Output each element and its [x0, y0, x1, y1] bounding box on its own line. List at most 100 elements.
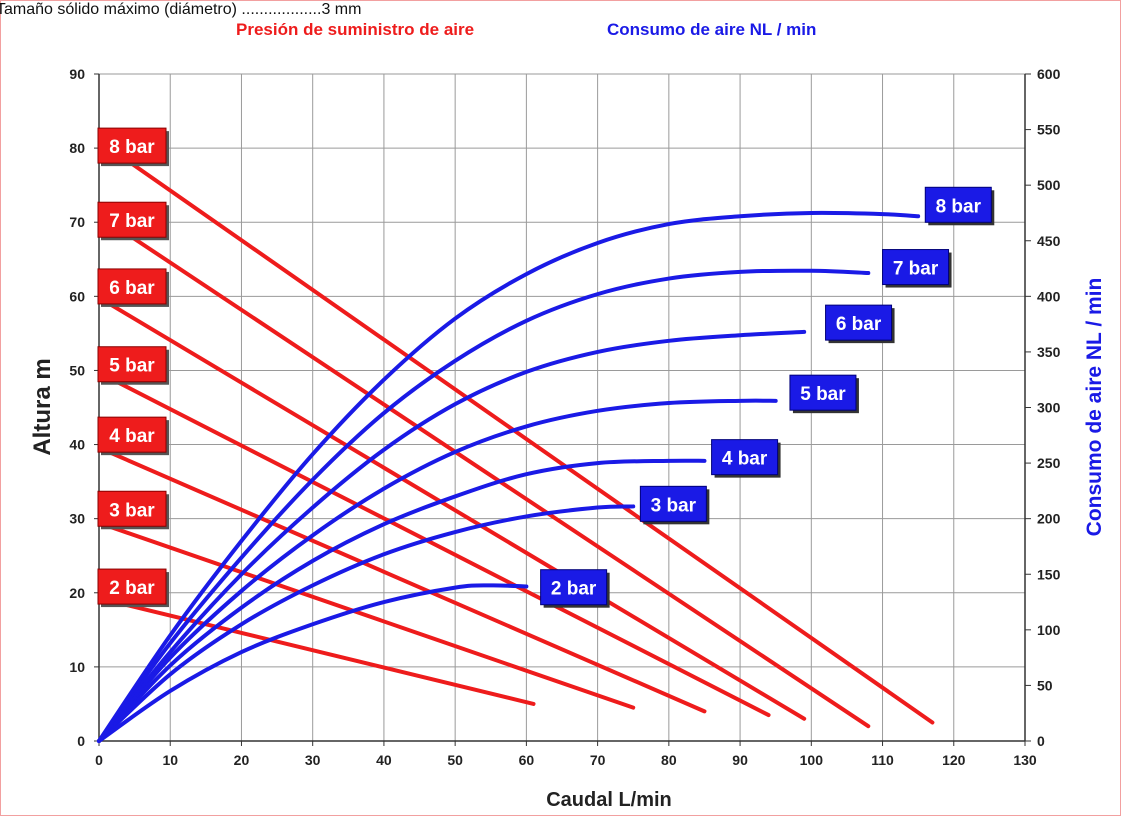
label-box	[97, 268, 167, 305]
pressure-label-6-bar: 6 bar	[97, 268, 169, 307]
consumption-label-8-bar: 8 bar	[924, 186, 995, 226]
pressure-label-4-bar: 4 bar	[97, 416, 169, 456]
consumption-series	[97, 210, 921, 743]
label-box	[924, 186, 992, 223]
spec-caption: Tamaño sólido máximo (diámetro) ........…	[0, 1, 362, 18]
legend-consumption: Consumo de aire NL / min	[607, 20, 817, 39]
label-text: 5 bar	[800, 384, 846, 405]
label-text: 7 bar	[893, 259, 939, 280]
series-labels: 8 bar 7 bar 6 bar 5 bar 4 bar 3 bar 2 bar 8 bar…	[97, 127, 995, 608]
label-box	[97, 346, 167, 383]
pressure-label-5-bar: 5 bar	[97, 346, 169, 385]
label-box	[97, 201, 167, 238]
label-text: 2 bar	[551, 579, 597, 600]
y-tick-label: 0	[77, 733, 85, 749]
label-box	[789, 374, 857, 411]
x-tick-label: 40	[376, 752, 392, 768]
consumption-curve-7-bar	[97, 268, 871, 743]
consumption-curve-5-bar	[97, 398, 778, 743]
y2-tick-label: 500	[1037, 177, 1061, 193]
y2-tick-label: 400	[1037, 288, 1061, 304]
y2-axis-label: Consumo de aire NL / min	[1083, 278, 1106, 537]
legend-pressure: Presión de suministro de aire	[236, 20, 475, 39]
y2-tick-label: 450	[1037, 233, 1061, 249]
pressure-series	[109, 147, 935, 729]
label-text: 8 bar	[109, 137, 155, 158]
y-tick-label: 10	[69, 659, 85, 675]
pressure-line-8-bar	[109, 147, 935, 725]
consumption-curve-2-bar	[97, 583, 529, 743]
x-tick-label: 110	[871, 752, 894, 768]
y2-tick-label: 300	[1037, 400, 1061, 416]
x-tick-label: 90	[732, 752, 748, 768]
x-tick-label: 10	[162, 752, 178, 768]
x-axis-label: Caudal L/min	[546, 789, 672, 811]
x-tick-label: 30	[305, 752, 321, 768]
label-text: 7 bar	[109, 211, 155, 232]
label-box	[97, 568, 167, 605]
label-box	[639, 485, 707, 522]
pressure-label-3-bar: 3 bar	[97, 490, 169, 530]
label-text: 4 bar	[722, 449, 768, 470]
y-tick-label: 90	[69, 66, 85, 82]
y2-tick-label: 550	[1037, 122, 1061, 138]
pressure-label-7-bar: 7 bar	[97, 201, 169, 241]
y-tick-label: 40	[69, 437, 85, 453]
y2-tick-label: 350	[1037, 344, 1061, 360]
y-tick-label: 80	[69, 140, 85, 156]
consumption-label-5-bar: 5 bar	[789, 374, 859, 414]
pressure-label-8-bar: 8 bar	[97, 127, 169, 167]
pressure-line-7-bar	[109, 221, 871, 729]
tick-labels: 0 10 20 30 40 50 60 70 80 90 100 110 120 130010203040…	[69, 66, 1060, 768]
y-tick-label: 70	[69, 214, 85, 230]
x-tick-label: 80	[661, 752, 677, 768]
x-tick-label: 0	[95, 752, 103, 768]
label-text: 8 bar	[936, 196, 982, 217]
label-box	[882, 249, 950, 286]
y2-tick-label: 150	[1037, 566, 1061, 582]
label-text: 3 bar	[109, 500, 155, 521]
pressure-line-4-bar	[109, 450, 707, 714]
x-tick-label: 130	[1013, 752, 1037, 768]
y-tick-label: 60	[69, 288, 85, 304]
label-box	[825, 304, 893, 341]
label-text: 3 bar	[651, 495, 697, 516]
pressure-line-6-bar	[109, 302, 807, 721]
pressure-line-5-bar	[109, 376, 771, 718]
consumption-label-3-bar: 3 bar	[639, 485, 710, 525]
label-box	[97, 490, 167, 527]
consumption-label-7-bar: 7 bar	[882, 249, 952, 288]
consumption-curve-6-bar	[97, 329, 807, 743]
y2-tick-label: 100	[1037, 622, 1061, 638]
consumption-curve-3-bar	[97, 504, 636, 743]
grid-lines	[98, 73, 1026, 742]
x-tick-label: 50	[447, 752, 463, 768]
y-tick-label: 50	[69, 362, 85, 378]
y2-tick-label: 50	[1037, 677, 1053, 693]
y-axis-label: Altura m	[29, 358, 56, 455]
label-box	[540, 569, 608, 606]
label-text: 6 bar	[109, 278, 155, 299]
y-tick-label: 30	[69, 511, 85, 527]
y2-tick-label: 200	[1037, 511, 1061, 527]
consumption-label-2-bar: 2 bar	[540, 569, 610, 608]
x-tick-label: 100	[800, 752, 824, 768]
label-text: 6 bar	[836, 314, 882, 335]
x-tick-label: 60	[519, 752, 535, 768]
consumption-label-4-bar: 4 bar	[711, 439, 781, 478]
y2-tick-label: 600	[1037, 66, 1061, 82]
axes	[94, 73, 1031, 746]
label-box	[97, 127, 167, 164]
consumption-label-6-bar: 6 bar	[825, 304, 895, 344]
pressure-line-3-bar	[109, 525, 636, 710]
label-text: 4 bar	[109, 426, 155, 447]
x-tick-label: 120	[942, 752, 966, 768]
pressure-label-2-bar: 2 bar	[97, 568, 169, 608]
label-text: 2 bar	[109, 578, 155, 599]
x-tick-label: 20	[234, 752, 250, 768]
consumption-curve-4-bar	[97, 458, 707, 743]
y-tick-label: 20	[69, 585, 85, 601]
label-box	[711, 439, 779, 476]
y2-tick-label: 250	[1037, 455, 1061, 471]
y2-tick-label: 0	[1037, 733, 1045, 749]
